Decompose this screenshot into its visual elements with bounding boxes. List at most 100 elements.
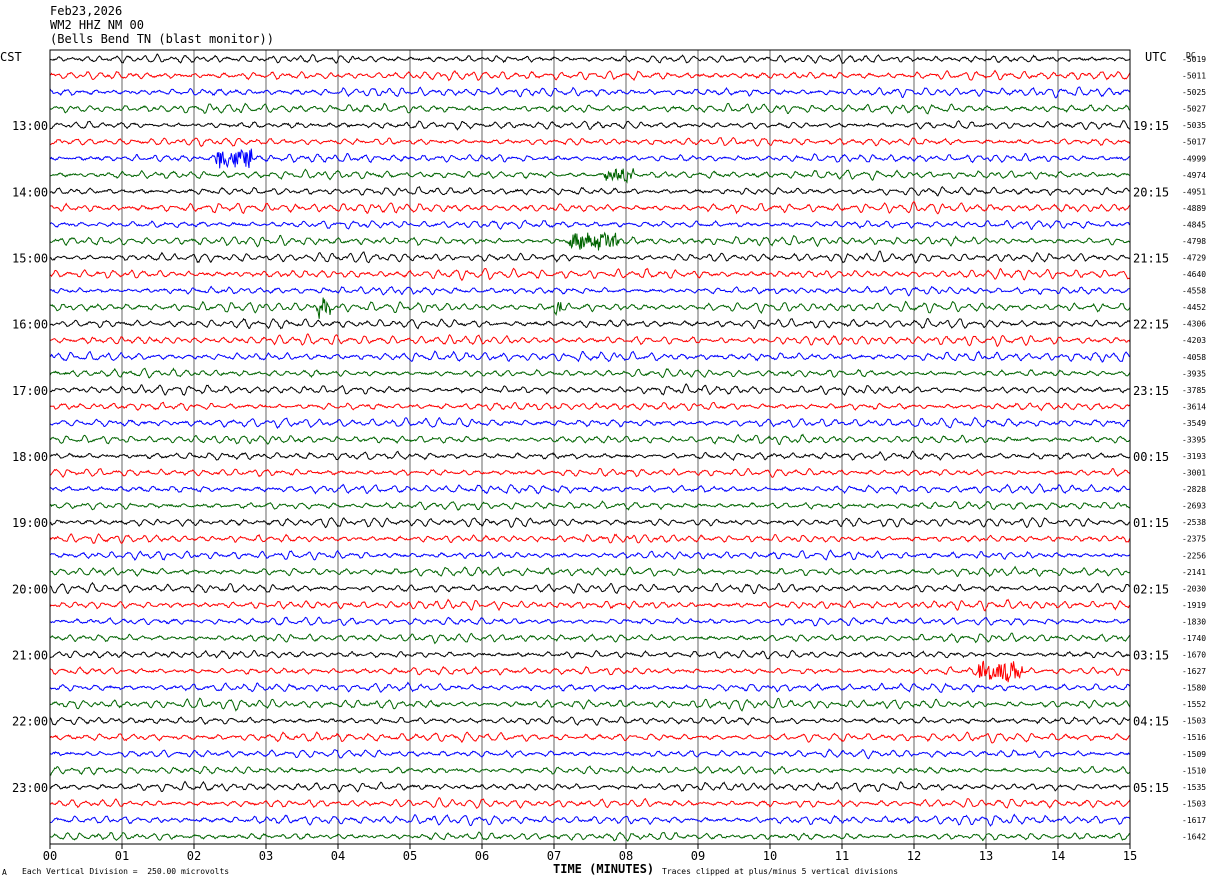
dc-offset-label: -2693 bbox=[1182, 502, 1206, 511]
seismic-trace bbox=[49, 533, 1131, 545]
seismic-trace bbox=[49, 86, 1131, 99]
cst-hour-label: 13:00 bbox=[12, 119, 48, 133]
utc-hour-label: 23:15 bbox=[1133, 384, 1169, 398]
utc-hour-label: 22:15 bbox=[1133, 318, 1169, 332]
dc-offset-label: -3193 bbox=[1182, 452, 1206, 461]
dc-offset-label: -1642 bbox=[1182, 832, 1206, 841]
dc-offset-label: -1535 bbox=[1182, 783, 1206, 792]
dc-offset-label: -4798 bbox=[1182, 237, 1206, 246]
dc-offset-label: -4889 bbox=[1182, 204, 1206, 213]
seismic-trace bbox=[49, 780, 1131, 793]
dc-offset-label: -4845 bbox=[1182, 220, 1206, 229]
x-tick-label: 15 bbox=[1123, 849, 1137, 863]
cst-hour-label: 15:00 bbox=[12, 252, 48, 266]
dc-offset-label: -1503 bbox=[1182, 717, 1206, 726]
dc-offset-label: -4452 bbox=[1182, 303, 1206, 312]
dc-offset-label: -5011 bbox=[1182, 72, 1206, 81]
seismic-trace bbox=[49, 748, 1131, 760]
x-tick-label: 03 bbox=[259, 849, 273, 863]
utc-hour-label: 04:15 bbox=[1133, 715, 1169, 729]
x-tick-label: 10 bbox=[763, 849, 777, 863]
dc-offset-label: -1503 bbox=[1182, 799, 1206, 808]
cst-hour-label: 21:00 bbox=[12, 649, 48, 663]
seismic-trace bbox=[49, 168, 1131, 184]
dc-offset-label: -1627 bbox=[1182, 667, 1206, 676]
seismic-trace bbox=[49, 565, 1131, 578]
dc-offset-label: -3785 bbox=[1182, 386, 1206, 395]
dc-offset-label: -5035 bbox=[1182, 121, 1206, 130]
seismic-trace bbox=[49, 716, 1131, 726]
seismic-trace bbox=[49, 250, 1131, 264]
x-tick-label: 01 bbox=[115, 849, 129, 863]
x-tick-label: 02 bbox=[187, 849, 201, 863]
utc-hour-label: 05:15 bbox=[1133, 781, 1169, 795]
seismic-trace bbox=[49, 219, 1131, 230]
utc-hour-label: 01:15 bbox=[1133, 516, 1169, 530]
dc-offset-label: -3001 bbox=[1182, 469, 1206, 478]
x-axis-title: TIME (MINUTES) bbox=[553, 862, 655, 876]
cst-hour-label: 17:00 bbox=[12, 384, 48, 398]
seismic-trace bbox=[49, 797, 1131, 809]
seismic-trace bbox=[49, 383, 1131, 396]
dc-offset-label: -2141 bbox=[1182, 568, 1206, 577]
time-gridlines bbox=[121, 50, 1059, 844]
dc-offset-label: -2030 bbox=[1182, 584, 1206, 593]
x-tick-label: 00 bbox=[43, 849, 57, 863]
seismic-trace bbox=[49, 598, 1131, 612]
utc-hour-label: 19:15 bbox=[1133, 119, 1169, 133]
seismic-trace bbox=[49, 285, 1131, 297]
x-tick-label: 08 bbox=[619, 849, 633, 863]
x-tick-label: 11 bbox=[835, 849, 849, 863]
dc-offset-label: -4058 bbox=[1182, 353, 1206, 362]
scale-note: Each Vertical Division = 250.00 microvol… bbox=[22, 867, 230, 876]
seismic-trace bbox=[49, 267, 1131, 282]
x-tick-label: 13 bbox=[979, 849, 993, 863]
x-tick-label: 04 bbox=[331, 849, 345, 863]
plot-frame bbox=[49, 49, 1131, 845]
seismic-trace bbox=[49, 317, 1131, 330]
dc-offset-label: -1830 bbox=[1182, 617, 1206, 626]
dc-column-label: DC bbox=[1186, 51, 1196, 60]
clip-note: Traces clipped at plus/minus 5 vertical … bbox=[662, 867, 899, 876]
cst-hour-label: 23:00 bbox=[12, 781, 48, 795]
x-tick-label: 09 bbox=[691, 849, 705, 863]
seismic-trace bbox=[49, 200, 1131, 215]
seismic-trace bbox=[49, 367, 1131, 379]
axis-labels: 00 01 02 03 04 05 06 07 08 09 10 11 12 13 14 15 -5019 -50… bbox=[0, 50, 1206, 863]
dc-offset-label: -1919 bbox=[1182, 601, 1206, 610]
seismic-trace bbox=[49, 433, 1131, 445]
dc-offset-label: -3549 bbox=[1182, 419, 1206, 428]
x-tick-label: 07 bbox=[547, 849, 561, 863]
seismic-trace bbox=[49, 297, 1131, 319]
x-tick-label: 06 bbox=[475, 849, 489, 863]
dc-offset-label: -3935 bbox=[1182, 369, 1206, 378]
utc-hour-label: 00:15 bbox=[1133, 450, 1169, 464]
seismic-trace bbox=[49, 697, 1131, 712]
dc-offset-label: -3614 bbox=[1182, 402, 1206, 411]
x-tick-label: 14 bbox=[1051, 849, 1065, 863]
dc-offset-label: -5019 bbox=[1182, 55, 1206, 64]
dc-offset-label: -1670 bbox=[1182, 651, 1206, 660]
plot-header: Feb23,2026 WM2 HHZ NM 00 (Bells Bend TN … bbox=[50, 4, 274, 46]
seismic-trace bbox=[49, 765, 1131, 776]
dc-offset-label: -4999 bbox=[1182, 154, 1206, 163]
seismic-trace bbox=[49, 616, 1131, 627]
dc-offset-label: -1552 bbox=[1182, 700, 1206, 709]
dc-offset-label: -2828 bbox=[1182, 485, 1206, 494]
cst-hour-label: 18:00 bbox=[12, 450, 48, 464]
seismic-trace bbox=[49, 148, 1131, 169]
dc-offset-label: -5017 bbox=[1182, 138, 1206, 147]
dc-offset-label: -2538 bbox=[1182, 518, 1206, 527]
cst-hour-label: 19:00 bbox=[12, 516, 48, 530]
seismic-trace bbox=[49, 549, 1131, 561]
seismic-trace bbox=[49, 831, 1131, 842]
dc-offset-label: -4640 bbox=[1182, 270, 1206, 279]
dc-offset-label: -1516 bbox=[1182, 733, 1206, 742]
seismic-trace bbox=[49, 333, 1131, 348]
dc-offset-label: -5025 bbox=[1182, 88, 1206, 97]
right-timezone-label: UTC bbox=[1145, 50, 1167, 64]
seismic-trace bbox=[49, 649, 1131, 660]
seismic-trace bbox=[49, 813, 1131, 827]
seismic-trace bbox=[49, 120, 1131, 131]
dc-offset-label: -1509 bbox=[1182, 750, 1206, 759]
